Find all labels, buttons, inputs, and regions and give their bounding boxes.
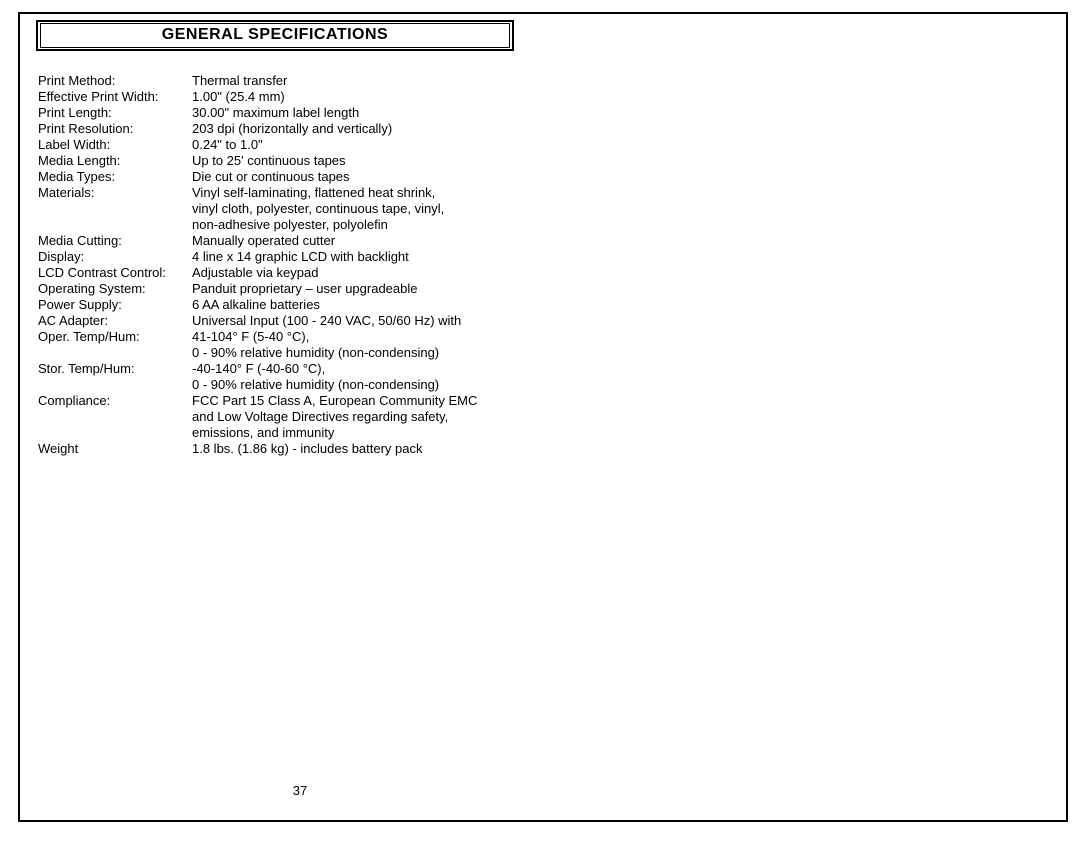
spec-row: 0 - 90% relative humidity (non-condensin… [38,345,1046,361]
page-frame: GENERAL SPECIFICATIONS Print Method:Ther… [18,12,1068,822]
spec-row: and Low Voltage Directives regarding saf… [38,409,1046,425]
spec-value: 4 line x 14 graphic LCD with backlight [192,249,1046,265]
spec-value: 41-104° F (5-40 °C), [192,329,1046,345]
spec-value: Up to 25' continuous tapes [192,153,1046,169]
spec-list: Print Method:Thermal transferEffective P… [38,73,1046,457]
page-number: 37 [20,783,580,798]
spec-row: Media Types:Die cut or continuous tapes [38,169,1046,185]
spec-value: Panduit proprietary – user upgradeable [192,281,1046,297]
spec-row: Effective Print Width:1.00" (25.4 mm) [38,89,1046,105]
spec-value: vinyl cloth, polyester, continuous tape,… [192,201,1046,217]
spec-row: Display:4 line x 14 graphic LCD with bac… [38,249,1046,265]
spec-label: Stor. Temp/Hum: [38,361,192,377]
title-bar-inner: GENERAL SPECIFICATIONS [40,23,510,48]
spec-label: Print Resolution: [38,121,192,137]
spec-value: Die cut or continuous tapes [192,169,1046,185]
spec-label: Power Supply: [38,297,192,313]
spec-value: 0.24" to 1.0" [192,137,1046,153]
spec-value: 203 dpi (horizontally and vertically) [192,121,1046,137]
spec-row: AC Adapter:Universal Input (100 - 240 VA… [38,313,1046,329]
spec-label: Display: [38,249,192,265]
spec-value: Adjustable via keypad [192,265,1046,281]
spec-row: non-adhesive polyester, polyolefin [38,217,1046,233]
spec-row: Oper. Temp/Hum:41-104° F (5-40 °C), [38,329,1046,345]
section-title: GENERAL SPECIFICATIONS [162,26,388,43]
spec-row: Print Method:Thermal transfer [38,73,1046,89]
spec-label: Media Types: [38,169,192,185]
spec-value: emissions, and immunity [192,425,1046,441]
spec-row: Operating System:Panduit proprietary – u… [38,281,1046,297]
spec-row: Media Cutting:Manually operated cutter [38,233,1046,249]
spec-row: Compliance:FCC Part 15 Class A, European… [38,393,1046,409]
spec-row: Media Length:Up to 25' continuous tapes [38,153,1046,169]
spec-label: Operating System: [38,281,192,297]
spec-row: Materials:Vinyl self-laminating, flatten… [38,185,1046,201]
spec-row: Stor. Temp/Hum:-40-140° F (-40-60 °C), [38,361,1046,377]
spec-label: Effective Print Width: [38,89,192,105]
spec-value: 0 - 90% relative humidity (non-condensin… [192,345,1046,361]
spec-row: Label Width:0.24" to 1.0" [38,137,1046,153]
spec-value: Thermal transfer [192,73,1046,89]
spec-value: 1.00" (25.4 mm) [192,89,1046,105]
spec-value: non-adhesive polyester, polyolefin [192,217,1046,233]
spec-label: Media Length: [38,153,192,169]
spec-row: emissions, and immunity [38,425,1046,441]
spec-label: Print Length: [38,105,192,121]
spec-label: AC Adapter: [38,313,192,329]
spec-label: Label Width: [38,137,192,153]
spec-label: Materials: [38,185,192,201]
spec-label: Print Method: [38,73,192,89]
spec-row: Weight1.8 lbs. (1.86 kg) - includes batt… [38,441,1046,457]
spec-value: 1.8 lbs. (1.86 kg) - includes battery pa… [192,441,1046,457]
spec-value: Universal Input (100 - 240 VAC, 50/60 Hz… [192,313,1046,329]
spec-row: Print Length:30.00" maximum label length [38,105,1046,121]
spec-label: Media Cutting: [38,233,192,249]
spec-row: LCD Contrast Control:Adjustable via keyp… [38,265,1046,281]
spec-value: 30.00" maximum label length [192,105,1046,121]
spec-value: Vinyl self-laminating, flattened heat sh… [192,185,1046,201]
title-bar-outer: GENERAL SPECIFICATIONS [36,20,514,51]
spec-label: Compliance: [38,393,192,409]
spec-value: and Low Voltage Directives regarding saf… [192,409,1046,425]
spec-row: Print Resolution:203 dpi (horizontally a… [38,121,1046,137]
spec-value: Manually operated cutter [192,233,1046,249]
spec-label: Weight [38,441,192,457]
spec-label: LCD Contrast Control: [38,265,192,281]
spec-row: 0 - 90% relative humidity (non-condensin… [38,377,1046,393]
spec-row: Power Supply:6 AA alkaline batteries [38,297,1046,313]
spec-value: -40-140° F (-40-60 °C), [192,361,1046,377]
spec-value: 6 AA alkaline batteries [192,297,1046,313]
spec-value: 0 - 90% relative humidity (non-condensin… [192,377,1046,393]
spec-row: vinyl cloth, polyester, continuous tape,… [38,201,1046,217]
spec-value: FCC Part 15 Class A, European Community … [192,393,1046,409]
spec-label: Oper. Temp/Hum: [38,329,192,345]
